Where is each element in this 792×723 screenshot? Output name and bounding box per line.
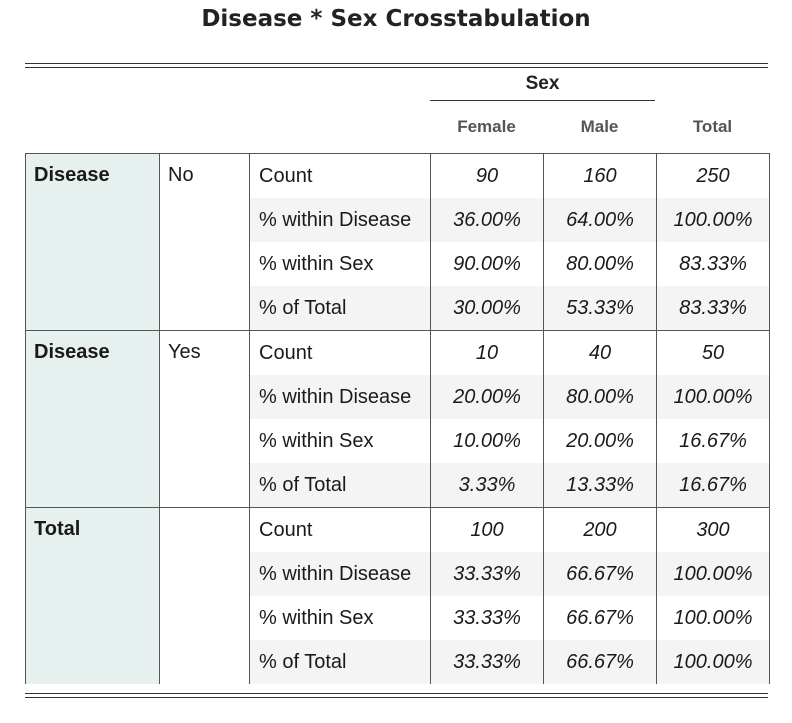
table-row: Total Count 100 200 300 (25, 507, 770, 684)
row-category-text (168, 508, 249, 518)
statistic-label: % within Disease (249, 375, 431, 419)
row-category-text: No (168, 164, 194, 186)
row-group-label: Total (25, 507, 160, 684)
crosstab-table: Disease No Count 90 160 250% within Disease 36… (25, 153, 770, 684)
table-cell: 90 (430, 153, 544, 198)
statistic-label: % of Total (249, 286, 431, 331)
row-category-label: Yes (159, 330, 250, 508)
table-cell: 13.33% (543, 463, 657, 508)
row-group-label: Disease (25, 330, 160, 508)
bottom-rule-outer (25, 697, 768, 698)
table-cell: 50 (656, 330, 770, 375)
row-category-text: Yes (168, 341, 201, 363)
statistic-label: Count (249, 153, 431, 198)
column-header-female: Female (457, 117, 516, 136)
row-group-label-text: Disease (34, 164, 110, 186)
table-cell: 90.00% (430, 242, 544, 286)
table-cell: 100 (430, 507, 544, 552)
table-row: % within Disease 33.33% 66.67% 100.00% (26, 552, 770, 596)
statistic-label: % within Disease (249, 552, 431, 596)
table-cell: 160 (543, 153, 657, 198)
statistic-label: Count (249, 330, 431, 375)
bottom-rule (25, 693, 768, 694)
table-row: % of Total 30.00% 53.33% 83.33% (26, 286, 770, 331)
row-group-label-text: Total (34, 518, 81, 540)
table-cell: 66.67% (543, 552, 657, 596)
table-cell: 10.00% (430, 419, 544, 463)
column-header-male: Male (580, 117, 619, 136)
table-cell: 80.00% (543, 242, 657, 286)
row-group-label: Disease (25, 153, 160, 331)
table-cell: 64.00% (543, 198, 657, 242)
table-cell: 20.00% (430, 375, 544, 419)
table-cell: 200 (543, 507, 657, 552)
table-row: % of Total 3.33% 13.33% 16.67% (26, 463, 770, 508)
table-title: Disease * Sex Crosstabulation (201, 6, 591, 32)
table-cell: 100.00% (656, 552, 770, 596)
table-cell: 53.33% (543, 286, 657, 331)
row-category-label: No (159, 153, 250, 331)
statistic-label: % of Total (249, 640, 431, 684)
top-rule (25, 63, 768, 64)
table-cell: 30.00% (430, 286, 544, 331)
statistic-label: Count (249, 507, 431, 552)
table-cell: 33.33% (430, 596, 544, 640)
table-cell: 250 (656, 153, 770, 198)
table-cell: 80.00% (543, 375, 657, 419)
table-row: % within Sex 10.00% 20.00% 16.67% (26, 419, 770, 463)
table-cell: 100.00% (656, 375, 770, 419)
table-cell: 33.33% (430, 552, 544, 596)
statistic-label: % within Sex (249, 419, 431, 463)
row-group-label-text: Disease (34, 341, 110, 363)
table-cell: 100.00% (656, 198, 770, 242)
table-row: Disease Yes Count 10 40 50 (25, 330, 770, 508)
table-row: % of Total 33.33% 66.67% 100.00% (26, 640, 770, 684)
table-cell: 10 (430, 330, 544, 375)
row-category-label (159, 507, 250, 684)
table-cell: 33.33% (430, 640, 544, 684)
table-cell: 66.67% (543, 640, 657, 684)
table-cell: 40 (543, 330, 657, 375)
table-cell: 36.00% (430, 198, 544, 242)
statistic-label: % within Disease (249, 198, 431, 242)
column-header-total: Total (692, 117, 733, 136)
table-cell: 3.33% (430, 463, 544, 508)
table-cell: 100.00% (656, 596, 770, 640)
statistic-label: % within Sex (249, 242, 431, 286)
column-group-underline (430, 100, 655, 101)
column-group-label: Sex (525, 73, 560, 94)
table-row: Disease No Count 90 160 250 (25, 153, 770, 331)
table-cell: 20.00% (543, 419, 657, 463)
statistic-label: % within Sex (249, 596, 431, 640)
table-row: % within Sex 90.00% 80.00% 83.33% (26, 242, 770, 286)
table-cell: 300 (656, 507, 770, 552)
table-cell: 83.33% (656, 242, 770, 286)
table-cell: 83.33% (656, 286, 770, 331)
table-cell: 100.00% (656, 640, 770, 684)
table-cell: 16.67% (656, 419, 770, 463)
top-rule-inner (25, 67, 768, 68)
table-cell: 16.67% (656, 463, 770, 508)
table-row: % within Disease 36.00% 64.00% 100.00% (26, 198, 770, 242)
table-row: % within Disease 20.00% 80.00% 100.00% (26, 375, 770, 419)
table-cell: 66.67% (543, 596, 657, 640)
statistic-label: % of Total (249, 463, 431, 508)
table-row: % within Sex 33.33% 66.67% 100.00% (26, 596, 770, 640)
